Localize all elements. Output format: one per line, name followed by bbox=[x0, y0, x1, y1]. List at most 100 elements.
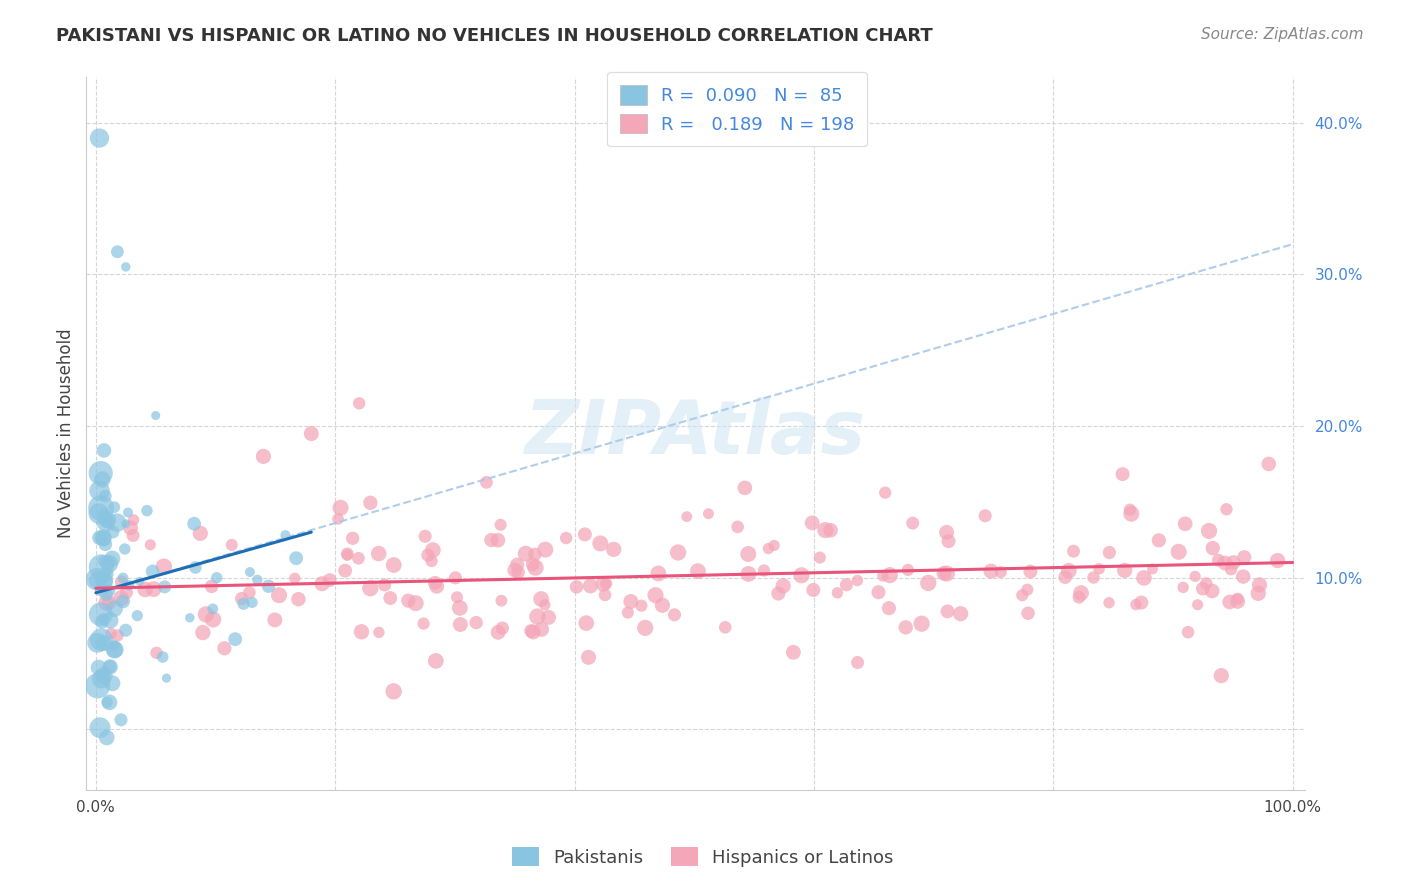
Point bbox=[98, 660, 121, 674]
Point bbox=[136, 504, 159, 518]
Point bbox=[1222, 556, 1244, 570]
Point bbox=[530, 592, 553, 607]
Point bbox=[524, 560, 547, 574]
Point bbox=[801, 516, 824, 530]
Point bbox=[932, 566, 955, 581]
Point bbox=[179, 611, 201, 625]
Point bbox=[359, 581, 381, 595]
Point bbox=[329, 500, 352, 515]
Point bbox=[221, 538, 243, 552]
Point bbox=[318, 573, 340, 587]
Point bbox=[367, 547, 389, 561]
Point bbox=[1171, 581, 1194, 595]
Point bbox=[183, 516, 205, 531]
Point bbox=[87, 507, 110, 521]
Point bbox=[1147, 533, 1170, 548]
Point bbox=[396, 593, 419, 607]
Point bbox=[86, 574, 108, 588]
Point bbox=[530, 623, 553, 637]
Point bbox=[90, 607, 112, 622]
Point bbox=[94, 516, 117, 530]
Point bbox=[93, 574, 115, 588]
Point bbox=[1267, 553, 1289, 567]
Point bbox=[96, 513, 118, 527]
Point bbox=[1247, 586, 1270, 600]
Point bbox=[1111, 467, 1133, 482]
Point bbox=[94, 596, 117, 610]
Point bbox=[675, 509, 697, 524]
Point bbox=[782, 645, 804, 659]
Point bbox=[96, 515, 118, 529]
Point bbox=[93, 667, 115, 681]
Point bbox=[89, 483, 111, 498]
Point bbox=[938, 534, 960, 549]
Point bbox=[90, 632, 112, 647]
Point bbox=[114, 516, 136, 531]
Point bbox=[114, 624, 136, 638]
Point bbox=[104, 601, 127, 615]
Point bbox=[342, 532, 364, 546]
Point bbox=[523, 548, 546, 562]
Point bbox=[486, 533, 509, 548]
Point bbox=[574, 527, 596, 541]
Point bbox=[579, 579, 602, 593]
Point bbox=[465, 615, 488, 630]
Point bbox=[232, 597, 254, 611]
Point bbox=[910, 616, 932, 631]
Point bbox=[224, 632, 246, 647]
Point bbox=[475, 475, 498, 490]
Point bbox=[214, 641, 236, 656]
Point bbox=[423, 575, 446, 590]
Point bbox=[491, 621, 513, 635]
Point bbox=[503, 563, 526, 577]
Point bbox=[103, 639, 125, 653]
Point bbox=[240, 595, 263, 609]
Point bbox=[152, 650, 174, 665]
Point bbox=[879, 568, 901, 582]
Point bbox=[1192, 582, 1215, 596]
Point bbox=[1063, 544, 1085, 558]
Point bbox=[114, 260, 136, 274]
Point bbox=[935, 525, 957, 540]
Point bbox=[790, 568, 813, 582]
Point bbox=[134, 582, 156, 597]
Point bbox=[252, 450, 274, 464]
Point bbox=[1226, 594, 1249, 608]
Point bbox=[91, 531, 114, 545]
Point bbox=[520, 624, 543, 638]
Point bbox=[620, 594, 643, 608]
Point bbox=[90, 501, 112, 516]
Point bbox=[901, 516, 924, 530]
Point bbox=[897, 563, 920, 577]
Point bbox=[412, 616, 434, 631]
Point bbox=[647, 566, 669, 581]
Point bbox=[246, 573, 269, 587]
Point bbox=[93, 668, 115, 682]
Point bbox=[94, 566, 117, 581]
Point bbox=[974, 508, 997, 523]
Point bbox=[846, 656, 869, 670]
Y-axis label: No Vehicles in Household: No Vehicles in Household bbox=[58, 329, 75, 539]
Point bbox=[686, 564, 709, 578]
Point bbox=[201, 602, 224, 616]
Point bbox=[1067, 591, 1090, 605]
Point bbox=[592, 577, 614, 591]
Point bbox=[534, 598, 557, 612]
Point bbox=[768, 586, 790, 600]
Point bbox=[422, 543, 444, 558]
Point bbox=[555, 531, 578, 545]
Point bbox=[86, 636, 108, 650]
Point bbox=[120, 521, 142, 535]
Point bbox=[534, 542, 557, 557]
Point bbox=[449, 617, 471, 632]
Point bbox=[89, 721, 111, 735]
Point bbox=[1088, 562, 1111, 576]
Point bbox=[285, 551, 308, 566]
Point bbox=[449, 600, 471, 615]
Point bbox=[814, 523, 837, 537]
Point bbox=[868, 585, 890, 599]
Point bbox=[347, 396, 370, 410]
Point bbox=[727, 520, 749, 534]
Point bbox=[101, 551, 124, 566]
Point bbox=[97, 556, 120, 570]
